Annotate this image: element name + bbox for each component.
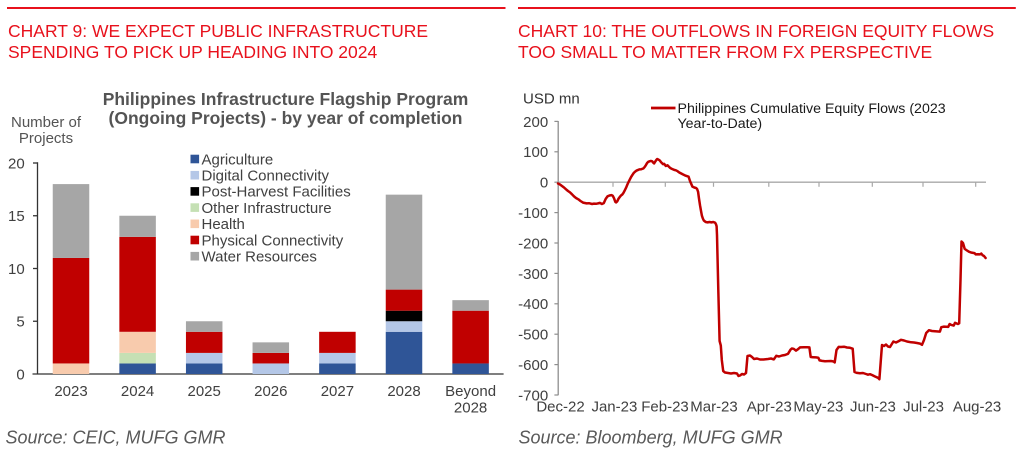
svg-text:0: 0 bbox=[540, 175, 548, 192]
svg-text:2025: 2025 bbox=[188, 383, 221, 400]
svg-text:2028: 2028 bbox=[387, 383, 420, 400]
svg-text:Physical Connectivity: Physical Connectivity bbox=[202, 232, 344, 249]
svg-text:2028: 2028 bbox=[454, 400, 487, 417]
svg-text:2024: 2024 bbox=[121, 383, 154, 400]
svg-text:Source: CEIC, MUFG GMR: Source: CEIC, MUFG GMR bbox=[6, 428, 226, 448]
svg-text:CHART 10: THE OUTFLOWS IN FORE: CHART 10: THE OUTFLOWS IN FOREIGN EQUITY… bbox=[518, 21, 994, 41]
svg-text:Source: Bloomberg, MUFG GMR: Source: Bloomberg, MUFG GMR bbox=[519, 428, 783, 448]
svg-text:10: 10 bbox=[8, 261, 25, 278]
svg-text:5: 5 bbox=[16, 314, 24, 331]
svg-text:-500: -500 bbox=[518, 327, 548, 344]
svg-text:SPENDING TO PICK UP HEADING IN: SPENDING TO PICK UP HEADING INTO 2024 bbox=[8, 42, 378, 62]
svg-text:Water Resources: Water Resources bbox=[202, 249, 317, 266]
svg-text:Year-to-Date): Year-to-Date) bbox=[678, 116, 763, 132]
svg-text:Beyond: Beyond bbox=[445, 383, 496, 400]
svg-text:Dec-22: Dec-22 bbox=[536, 399, 584, 416]
svg-text:Feb-23: Feb-23 bbox=[641, 399, 689, 416]
svg-text:Philippines Infrastructure Fla: Philippines Infrastructure Flagship Prog… bbox=[103, 89, 469, 109]
svg-text:0: 0 bbox=[16, 366, 24, 383]
svg-text:Projects: Projects bbox=[19, 130, 73, 147]
svg-text:Agriculture: Agriculture bbox=[202, 151, 274, 168]
svg-text:May-23: May-23 bbox=[793, 399, 843, 416]
svg-text:200: 200 bbox=[523, 114, 548, 131]
svg-text:(Ongoing Projects) - by year o: (Ongoing Projects) - by year of completi… bbox=[109, 108, 463, 128]
svg-text:Number of: Number of bbox=[11, 114, 82, 131]
svg-text:Digital Connectivity: Digital Connectivity bbox=[202, 168, 330, 185]
svg-text:Philippines Cumulative Equity: Philippines Cumulative Equity Flows (202… bbox=[678, 101, 946, 117]
svg-text:Jun-23: Jun-23 bbox=[850, 399, 896, 416]
svg-text:-700: -700 bbox=[518, 387, 548, 404]
svg-text:15: 15 bbox=[8, 208, 25, 225]
svg-text:TOO SMALL TO MATTER FROM FX PE: TOO SMALL TO MATTER FROM FX PERSPECTIVE bbox=[518, 42, 932, 62]
svg-text:-400: -400 bbox=[518, 296, 548, 313]
svg-text:Health: Health bbox=[202, 216, 245, 233]
svg-text:Other Infrastructure: Other Infrastructure bbox=[202, 200, 332, 217]
svg-text:20: 20 bbox=[8, 155, 25, 172]
svg-text:Mar-23: Mar-23 bbox=[690, 399, 738, 416]
svg-text:2026: 2026 bbox=[254, 383, 287, 400]
svg-text:Post-Harvest Facilities: Post-Harvest Facilities bbox=[202, 184, 351, 201]
svg-text:USD mn: USD mn bbox=[523, 90, 580, 107]
svg-text:2023: 2023 bbox=[54, 383, 87, 400]
svg-text:-300: -300 bbox=[518, 266, 548, 283]
svg-text:-200: -200 bbox=[518, 235, 548, 252]
svg-text:Aug-23: Aug-23 bbox=[953, 399, 1001, 416]
svg-text:2027: 2027 bbox=[321, 383, 354, 400]
svg-text:CHART 9: WE EXPECT PUBLIC INFR: CHART 9: WE EXPECT PUBLIC INFRASTRUCTURE bbox=[8, 21, 428, 41]
svg-text:100: 100 bbox=[523, 144, 548, 161]
svg-text:-600: -600 bbox=[518, 357, 548, 374]
svg-text:Jan-23: Jan-23 bbox=[591, 399, 637, 416]
svg-text:Apr-23: Apr-23 bbox=[747, 399, 792, 416]
svg-text:-100: -100 bbox=[518, 205, 548, 222]
svg-text:Jul-23: Jul-23 bbox=[903, 399, 944, 416]
